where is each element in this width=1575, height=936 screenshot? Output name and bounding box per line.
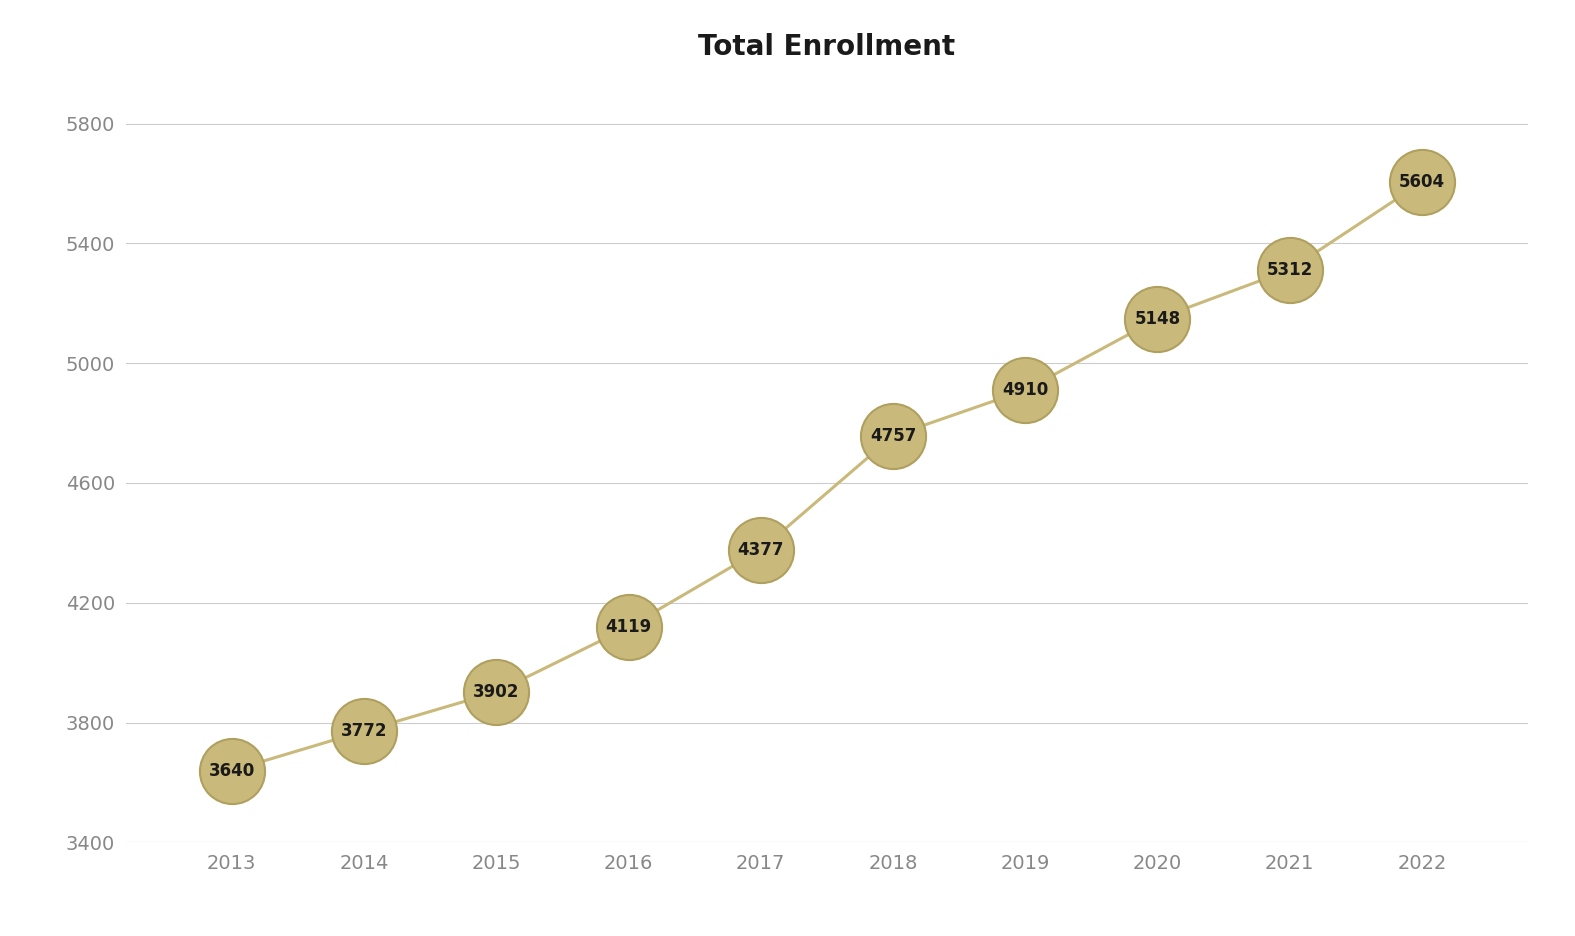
Point <box>880 429 906 444</box>
Point <box>1410 175 1435 190</box>
Text: 4119: 4119 <box>605 618 652 636</box>
Point <box>1277 262 1303 277</box>
Text: 3902: 3902 <box>472 683 520 701</box>
Text: 4910: 4910 <box>1002 381 1049 399</box>
Text: 4757: 4757 <box>869 427 917 445</box>
Text: 5148: 5148 <box>1134 310 1181 328</box>
Point <box>1013 383 1038 398</box>
Point <box>351 724 376 739</box>
Text: 5604: 5604 <box>1399 173 1444 191</box>
Point <box>484 684 509 699</box>
Text: 3772: 3772 <box>340 722 387 740</box>
Title: Total Enrollment: Total Enrollment <box>698 33 956 61</box>
Text: 4377: 4377 <box>737 541 784 559</box>
Text: 5312: 5312 <box>1266 261 1314 279</box>
Point <box>219 763 244 778</box>
Point <box>616 620 641 635</box>
Point <box>1145 312 1170 327</box>
Text: 3640: 3640 <box>208 762 255 780</box>
Point <box>748 542 773 557</box>
